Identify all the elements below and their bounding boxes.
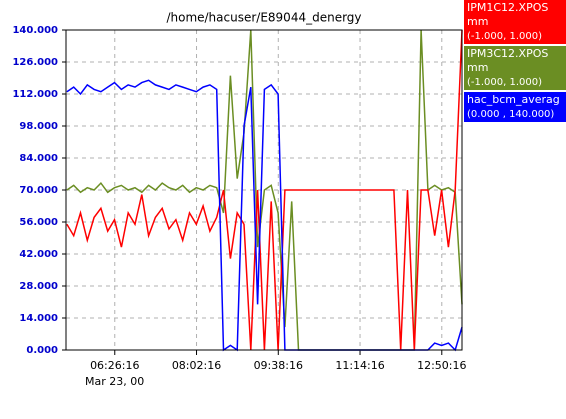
legend-name: hac_bcm_averag [467, 93, 560, 106]
legend-box [464, 46, 566, 90]
legend-unit: mm [467, 61, 488, 74]
y-tick-label: 126.000 [12, 57, 58, 68]
y-tick-label: 98.000 [19, 121, 58, 132]
legend-box [464, 92, 566, 122]
x-tick-label: 11:14:16 [335, 359, 384, 372]
chart-title: /home/hacuser/E89044_denergy [166, 11, 361, 25]
x-tick-label: 06:26:16 [90, 359, 139, 372]
y-tick-label: 112.000 [12, 89, 58, 100]
y-tick-label: 56.000 [19, 217, 58, 228]
y-tick-label: 84.000 [19, 153, 58, 164]
y-tick-label: 0.000 [26, 345, 58, 356]
legend-name: IPM1C12.XPOS [467, 1, 548, 14]
x-tick-label: 08:02:16 [172, 359, 221, 372]
x-tick-label: 12:50:16 [417, 359, 466, 372]
legend-box [464, 0, 566, 44]
legend-unit: mm [467, 15, 488, 28]
y-tick-label: 14.000 [19, 313, 58, 324]
legend-name: IPM3C12.XPOS [467, 47, 548, 60]
x-date-label: Mar 23, 00 [85, 375, 144, 388]
x-tick-label: 09:38:16 [254, 359, 303, 372]
y-tick-label: 70.000 [19, 185, 58, 196]
y-tick-label: 140.000 [12, 25, 58, 36]
legend-range: (0.000 , 140.000) [467, 109, 554, 120]
legend-range: (-1.000, 1.000) [467, 77, 542, 88]
legend-range: (-1.000, 1.000) [467, 31, 542, 42]
plot-frame [65, 29, 463, 351]
y-tick-label: 42.000 [19, 249, 58, 260]
y-tick-label: 28.000 [19, 281, 58, 292]
